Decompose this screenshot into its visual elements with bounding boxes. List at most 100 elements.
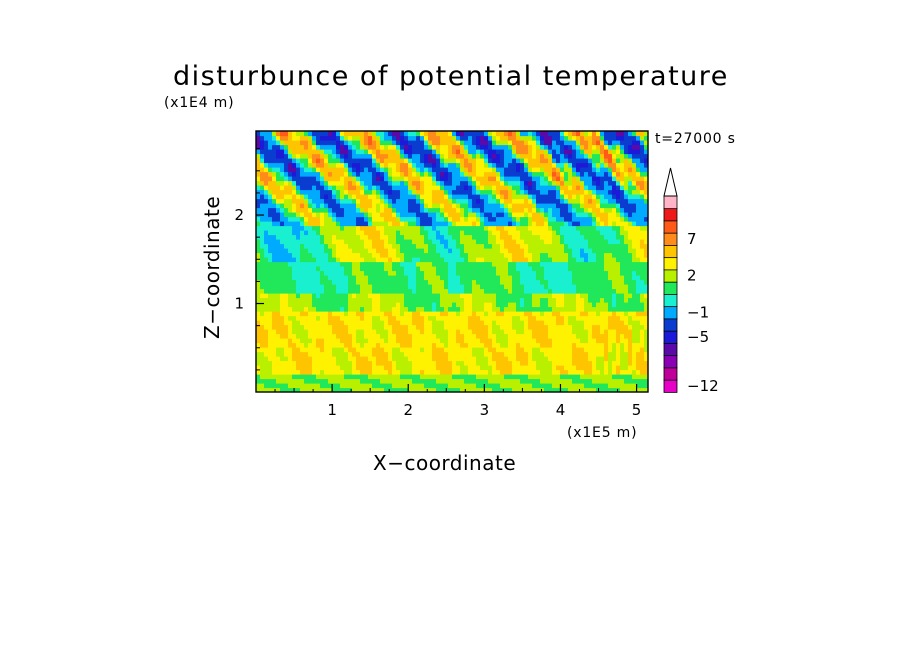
heatmap-cell bbox=[440, 225, 445, 231]
heatmap-cell bbox=[584, 306, 589, 312]
heatmap-cell bbox=[640, 167, 645, 173]
heatmap-cell bbox=[308, 176, 313, 182]
heatmap-cell bbox=[440, 365, 445, 371]
heatmap-cell bbox=[396, 180, 401, 186]
heatmap-cell bbox=[616, 365, 621, 371]
heatmap-cell bbox=[324, 266, 329, 272]
heatmap-cell bbox=[608, 252, 613, 258]
heatmap-cell bbox=[328, 293, 333, 299]
heatmap-cell bbox=[508, 239, 513, 245]
heatmap-cell bbox=[584, 360, 589, 366]
heatmap-cell bbox=[472, 383, 477, 389]
heatmap-cell bbox=[628, 279, 633, 285]
heatmap-cell bbox=[272, 234, 277, 240]
heatmap-cell bbox=[528, 176, 533, 182]
heatmap-cell bbox=[444, 302, 449, 308]
heatmap-cell bbox=[348, 333, 353, 339]
heatmap-cell bbox=[640, 338, 645, 344]
heatmap-cell bbox=[544, 347, 549, 353]
heatmap-cell bbox=[472, 225, 477, 231]
heatmap-cell bbox=[452, 162, 457, 168]
heatmap-cell bbox=[580, 243, 585, 249]
heatmap-cell bbox=[548, 167, 553, 173]
heatmap-cell bbox=[392, 311, 397, 317]
heatmap-cell bbox=[264, 369, 269, 375]
heatmap-cell bbox=[364, 176, 369, 182]
heatmap-cell bbox=[264, 329, 269, 335]
heatmap-cell bbox=[524, 279, 529, 285]
heatmap-cell bbox=[360, 288, 365, 294]
heatmap-cell bbox=[564, 230, 569, 236]
heatmap-cell bbox=[540, 288, 545, 294]
heatmap-cell bbox=[576, 320, 581, 326]
heatmap-cell bbox=[468, 369, 473, 375]
heatmap-cell bbox=[256, 207, 261, 213]
heatmap-cell bbox=[564, 360, 569, 366]
heatmap-cell bbox=[424, 203, 429, 209]
heatmap-cell bbox=[524, 369, 529, 375]
heatmap-cell bbox=[544, 248, 549, 254]
heatmap-cell bbox=[452, 221, 457, 227]
heatmap-cell bbox=[532, 360, 537, 366]
heatmap-cell bbox=[448, 315, 453, 321]
heatmap-cell bbox=[488, 212, 493, 218]
heatmap-cell bbox=[416, 167, 421, 173]
heatmap-cell bbox=[332, 320, 337, 326]
heatmap-cell bbox=[376, 383, 381, 389]
heatmap-cell bbox=[508, 338, 513, 344]
heatmap-cell bbox=[464, 270, 469, 276]
heatmap-cell bbox=[432, 338, 437, 344]
heatmap-cell bbox=[332, 333, 337, 339]
heatmap-cell bbox=[636, 342, 641, 348]
heatmap-cell bbox=[624, 234, 629, 240]
heatmap-cell bbox=[320, 356, 325, 362]
heatmap-cell bbox=[264, 338, 269, 344]
heatmap-cell bbox=[284, 171, 289, 177]
heatmap-cell bbox=[436, 194, 441, 200]
heatmap-cell bbox=[628, 171, 633, 177]
heatmap-cell bbox=[612, 333, 617, 339]
heatmap-cell bbox=[400, 239, 405, 245]
heatmap-cell bbox=[548, 378, 553, 384]
heatmap-cell bbox=[620, 203, 625, 209]
heatmap-cell bbox=[280, 338, 285, 344]
heatmap-cell bbox=[340, 356, 345, 362]
heatmap-cell bbox=[532, 297, 537, 303]
heatmap-cell bbox=[396, 365, 401, 371]
heatmap-cell bbox=[524, 320, 529, 326]
heatmap-cell bbox=[364, 306, 369, 312]
heatmap-cell bbox=[536, 342, 541, 348]
heatmap-cell bbox=[468, 333, 473, 339]
heatmap-cell bbox=[444, 239, 449, 245]
heatmap-cell bbox=[456, 275, 461, 281]
heatmap-cell bbox=[360, 270, 365, 276]
heatmap-cell bbox=[356, 365, 361, 371]
heatmap-cell bbox=[596, 221, 601, 227]
heatmap-cell bbox=[632, 176, 637, 182]
heatmap-cell bbox=[564, 221, 569, 227]
heatmap-cell bbox=[472, 329, 477, 335]
heatmap-cell bbox=[556, 194, 561, 200]
heatmap-cell bbox=[576, 167, 581, 173]
heatmap-cell bbox=[260, 266, 265, 272]
heatmap-cell bbox=[352, 387, 357, 392]
heatmap-cell bbox=[576, 347, 581, 353]
heatmap-cell bbox=[284, 288, 289, 294]
heatmap-cell bbox=[612, 198, 617, 204]
heatmap-cell bbox=[624, 162, 629, 168]
heatmap-cell bbox=[444, 374, 449, 380]
heatmap-cell bbox=[600, 176, 605, 182]
heatmap-cell bbox=[360, 333, 365, 339]
heatmap-cell bbox=[368, 171, 373, 177]
heatmap-cell bbox=[448, 320, 453, 326]
heatmap-cell bbox=[300, 315, 305, 321]
heatmap-cell bbox=[332, 365, 337, 371]
heatmap-cell bbox=[324, 198, 329, 204]
heatmap-cell bbox=[324, 207, 329, 213]
heatmap-cell bbox=[444, 266, 449, 272]
heatmap-cell bbox=[556, 365, 561, 371]
heatmap-cell bbox=[504, 185, 509, 191]
heatmap-cell bbox=[580, 203, 585, 209]
heatmap-cell bbox=[264, 360, 269, 366]
heatmap-cell bbox=[280, 378, 285, 384]
